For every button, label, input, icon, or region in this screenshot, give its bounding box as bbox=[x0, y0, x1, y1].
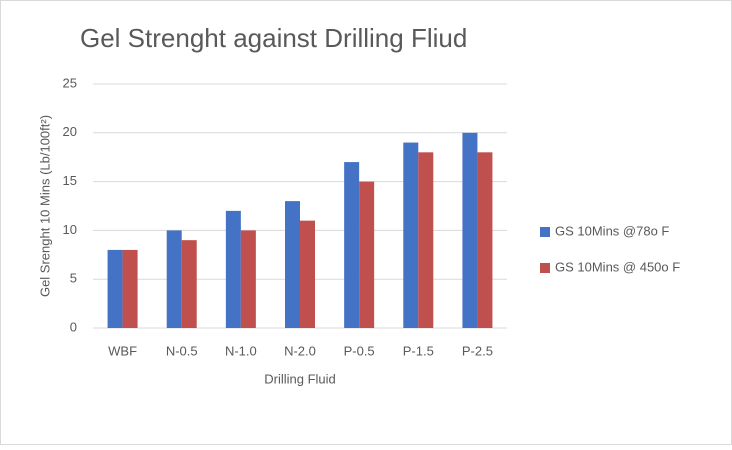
bar bbox=[240, 230, 256, 328]
legend-swatch bbox=[540, 263, 550, 273]
bar bbox=[418, 152, 434, 328]
y-tick-label: 20 bbox=[63, 124, 77, 139]
y-tick-label: 25 bbox=[63, 75, 77, 90]
bar bbox=[344, 162, 360, 328]
bar bbox=[462, 132, 478, 328]
y-axis-label: Gel Srenght 10 Mins (Lb/100ft²) bbox=[37, 115, 52, 297]
legend-swatch bbox=[540, 227, 550, 237]
x-tick-label: N-1.0 bbox=[225, 343, 257, 358]
bar bbox=[225, 210, 241, 328]
legend-label: GS 10Mins @ 450o F bbox=[555, 259, 680, 274]
bar bbox=[285, 201, 300, 328]
x-tick-label: N-0.5 bbox=[166, 343, 198, 358]
x-tick-label: P-1.5 bbox=[403, 343, 434, 358]
bar bbox=[359, 181, 375, 328]
bar bbox=[181, 240, 197, 328]
y-tick-label: 5 bbox=[70, 271, 77, 286]
bar bbox=[477, 152, 493, 328]
x-tick-label: N-2.0 bbox=[284, 343, 316, 358]
bar bbox=[166, 230, 182, 328]
y-tick-label: 15 bbox=[63, 173, 77, 188]
bar bbox=[403, 142, 419, 328]
bar bbox=[107, 249, 123, 328]
y-tick-label: 0 bbox=[70, 319, 77, 334]
x-tick-label: P-0.5 bbox=[344, 343, 375, 358]
chart-title: Gel Strenght against Drilling Fliud bbox=[80, 23, 467, 53]
bar bbox=[300, 220, 315, 328]
x-axis-label: Drilling Fluid bbox=[264, 371, 336, 386]
x-tick-label: P-2.5 bbox=[462, 343, 493, 358]
y-tick-label: 10 bbox=[63, 222, 77, 237]
legend-label: GS 10Mins @78o F bbox=[555, 223, 669, 238]
bar bbox=[122, 249, 138, 328]
x-tick-label: WBF bbox=[108, 343, 137, 358]
